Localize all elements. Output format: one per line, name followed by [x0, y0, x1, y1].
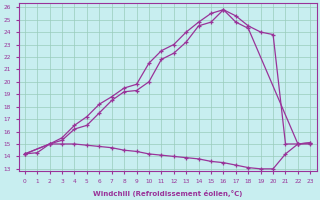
- X-axis label: Windchill (Refroidissement éolien,°C): Windchill (Refroidissement éolien,°C): [93, 190, 242, 197]
